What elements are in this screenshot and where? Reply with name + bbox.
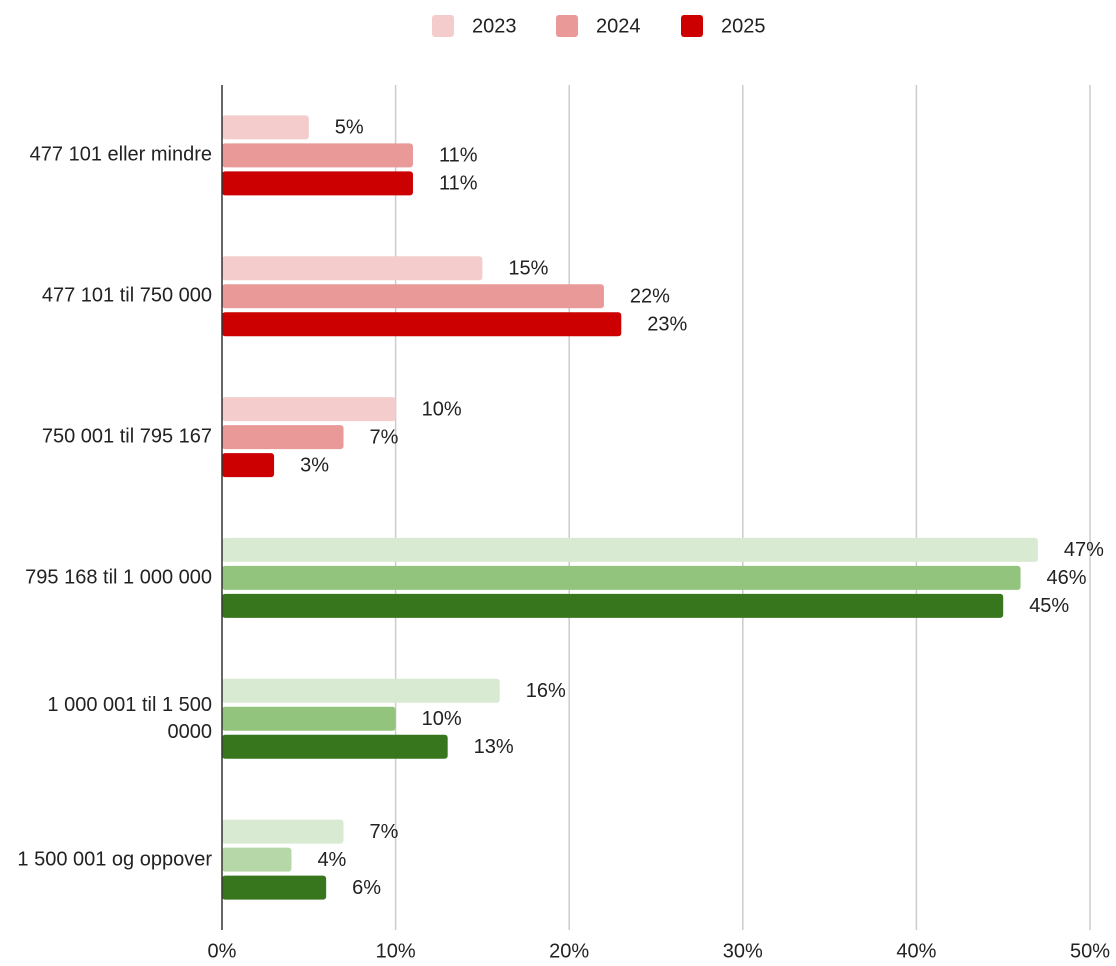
bar: [222, 593, 1004, 618]
bar: [222, 819, 344, 844]
bar: [222, 115, 309, 140]
bar: [222, 171, 413, 196]
legend-label: 2024: [596, 15, 641, 37]
value-label: 11%: [439, 145, 478, 167]
category-label: 1 000 001 til 1 500 0000: [47, 693, 212, 743]
category-label: 750 001 til 795 167: [41, 425, 212, 448]
legend-swatch: [681, 15, 703, 37]
bar: [222, 537, 1038, 562]
x-tick-label: 30%: [723, 940, 763, 962]
value-label: 47%: [1064, 539, 1104, 561]
value-label: 6%: [352, 877, 381, 899]
bar: [222, 425, 344, 450]
category-label: 477 101 eller mindre: [29, 143, 212, 166]
bar: [222, 143, 413, 168]
category-label: 795 168 til 1 000 000: [25, 566, 212, 589]
legend-label: 2025: [721, 15, 766, 37]
x-tick-label: 10%: [376, 940, 416, 962]
value-label: 11%: [439, 173, 478, 195]
legend-swatch: [432, 15, 454, 37]
category-label: 1 500 001 og oppover: [17, 848, 212, 871]
bar: [222, 847, 292, 872]
x-tick-label: 40%: [896, 940, 936, 962]
value-label: 7%: [370, 821, 399, 843]
value-label: 4%: [317, 849, 346, 871]
bar: [222, 312, 622, 337]
value-label: 10%: [422, 398, 462, 420]
bar: [222, 397, 396, 422]
x-tick-label: 50%: [1070, 940, 1110, 962]
bar: [222, 565, 1021, 590]
value-label: 16%: [526, 680, 566, 702]
bar: [222, 875, 327, 900]
legend-swatch: [556, 15, 578, 37]
bar: [222, 453, 275, 478]
value-label: 5%: [335, 117, 364, 139]
x-tick-label: 0%: [208, 940, 237, 962]
value-label: 23%: [647, 314, 687, 336]
bar: [222, 734, 448, 759]
value-label: 22%: [630, 286, 670, 308]
bar: [222, 256, 483, 281]
value-label: 7%: [370, 426, 399, 448]
bar: [222, 678, 500, 703]
bar: [222, 706, 396, 731]
x-tick-label: 20%: [549, 940, 589, 962]
value-label: 10%: [422, 708, 462, 730]
bar: [222, 284, 604, 309]
value-label: 13%: [474, 736, 514, 758]
value-label: 45%: [1029, 595, 1069, 617]
legend-label: 2023: [472, 15, 517, 37]
category-label: 477 101 til 750 000: [41, 284, 212, 307]
value-label: 3%: [300, 454, 329, 476]
value-label: 46%: [1047, 567, 1087, 589]
value-label: 15%: [508, 258, 548, 280]
